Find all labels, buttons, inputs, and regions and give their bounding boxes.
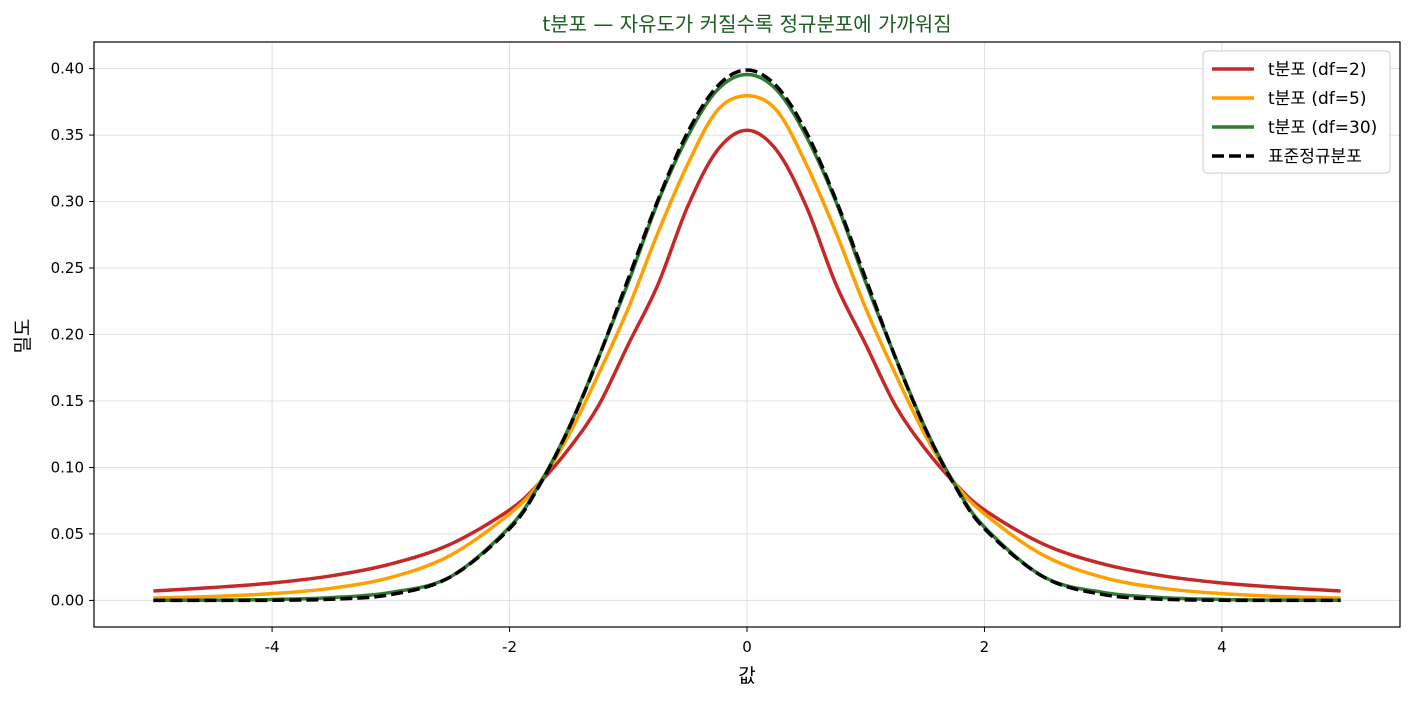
y-axis-ticks: 0.00 0.05 0.10 0.15 0.20 0.25 0.30 0.35 0.40 bbox=[51, 60, 94, 609]
y-tick-label: 0.00 bbox=[51, 591, 84, 609]
y-tick-label: 0.10 bbox=[51, 458, 84, 476]
y-tick-label: 0.30 bbox=[51, 193, 84, 211]
legend: t분포 (df=2) t분포 (df=5) t분포 (df=30) 표준정규분포 bbox=[1202, 50, 1391, 174]
x-tick-label: -4 bbox=[265, 638, 280, 656]
y-axis-label: 밀도 bbox=[12, 319, 34, 354]
y-tick-label: 0.20 bbox=[51, 326, 84, 344]
series-line-2 bbox=[153, 93, 1341, 600]
y-tick-label: 0.05 bbox=[51, 525, 84, 543]
y-tick-label: 0.25 bbox=[51, 259, 84, 277]
y-tick-label: 0.35 bbox=[51, 126, 84, 144]
legend-label-1: t분포 (df=2) bbox=[1268, 60, 1366, 80]
series-lines bbox=[153, 68, 1341, 603]
x-tick-label: 2 bbox=[980, 638, 990, 656]
chart-title: t분포 — 자유도가 커질수록 정규분포에 가까워짐 bbox=[542, 12, 951, 36]
x-tick-label: -2 bbox=[502, 638, 517, 656]
legend-items: t분포 (df=2) t분포 (df=5) t분포 (df=30) 표준정규분포 bbox=[1212, 60, 1377, 167]
legend-label-3: t분포 (df=30) bbox=[1268, 118, 1377, 138]
y-tick-label: 0.40 bbox=[51, 60, 84, 78]
series-line-4 bbox=[153, 68, 1341, 603]
legend-label-4: 표준정규분포 bbox=[1268, 147, 1362, 167]
x-tick-label: 4 bbox=[1217, 638, 1227, 656]
x-axis-ticks: -4 -2 0 2 4 bbox=[265, 627, 1227, 656]
x-axis-label: 값 bbox=[738, 665, 755, 687]
legend-box bbox=[1202, 50, 1391, 174]
legend-label-2: t분포 (df=5) bbox=[1268, 89, 1366, 109]
x-tick-label: 0 bbox=[742, 638, 752, 656]
series-line-1 bbox=[153, 128, 1341, 593]
y-tick-label: 0.15 bbox=[51, 392, 84, 410]
